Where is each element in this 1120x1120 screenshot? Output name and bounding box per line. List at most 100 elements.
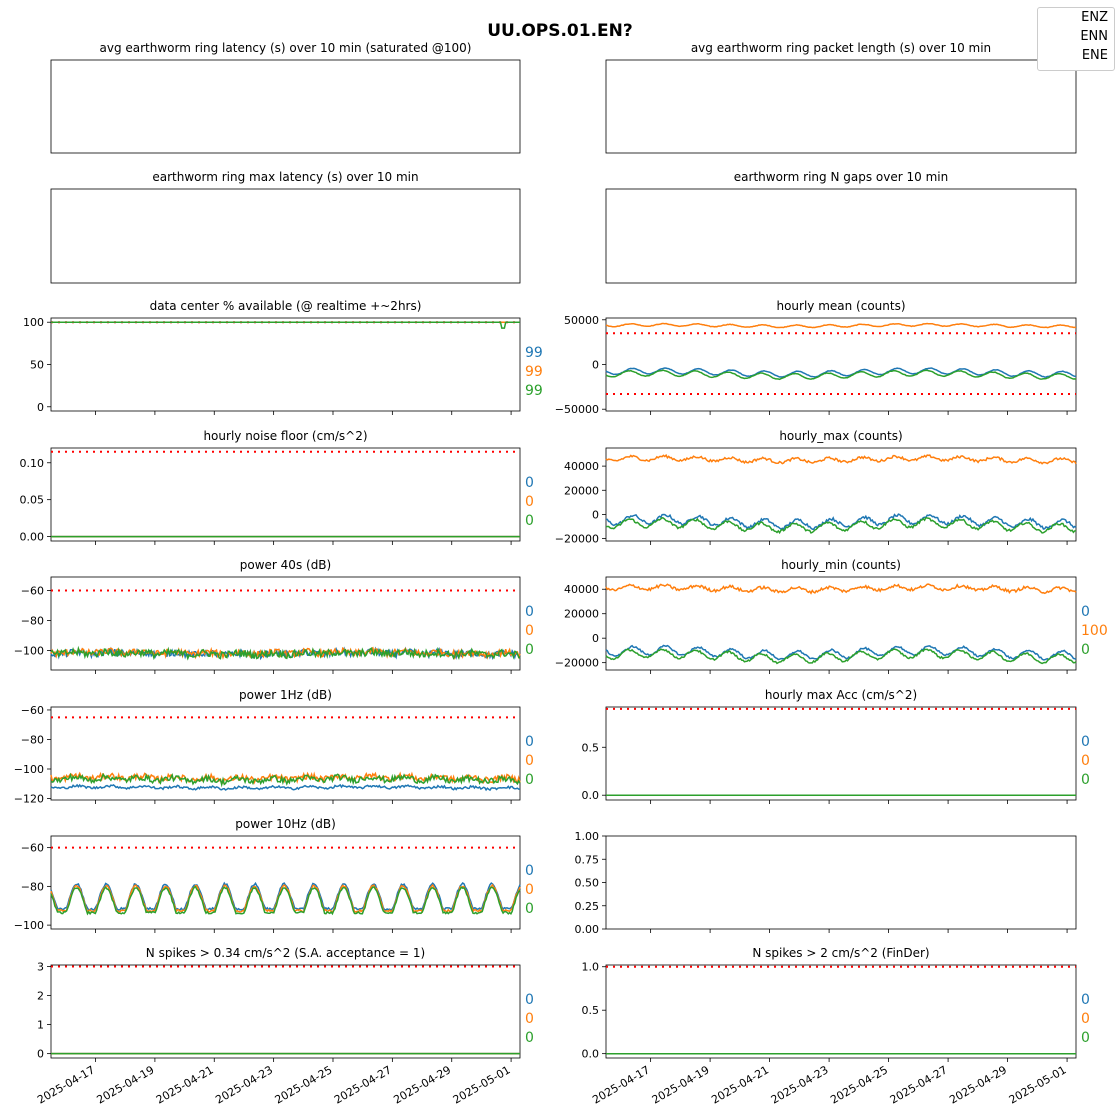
subplot-4: earthworm ring N gaps over 10 min	[605, 170, 1077, 284]
subplot-title: hourly_min (counts)	[781, 558, 901, 572]
y-tick-label: 1.00	[575, 830, 600, 843]
stat-label-enn: 0	[525, 882, 534, 898]
y-tick-label: −100	[14, 763, 44, 776]
y-tick-label: −60	[21, 585, 44, 598]
stat-label-enn: 100	[1081, 623, 1108, 639]
y-tick-label: 1	[37, 1019, 44, 1032]
stat-label-ene: 0	[525, 642, 534, 658]
y-tick-label: 0.5	[582, 1004, 600, 1017]
y-tick-label: −80	[21, 733, 44, 746]
figure-title: UU.OPS.01.EN?	[487, 21, 633, 41]
x-tick-label: 2025-04-17	[590, 1063, 652, 1106]
subplot-7: hourly noise floor (cm/s^2) 0.10 0.05 0.00 0…	[20, 429, 534, 545]
stat-label-enz: 0	[1081, 604, 1090, 620]
stat-label-enn: 0	[1081, 1011, 1090, 1027]
x-tick-label: 2025-04-29	[947, 1063, 1009, 1106]
stat-label-enn: 99	[525, 364, 543, 380]
subplot-title: avg earthworm ring packet length (s) ove…	[691, 41, 991, 55]
axes-frame	[605, 188, 1077, 284]
series-line-enz	[50, 783, 520, 792]
x-tick-label: 2025-05-01	[451, 1063, 513, 1106]
series-line-enn	[50, 646, 521, 661]
axes-frame	[605, 447, 1077, 542]
axes-frame	[50, 964, 521, 1059]
y-tick-label: −60	[21, 842, 44, 855]
stat-label-enn: 0	[1081, 753, 1090, 769]
x-tick-label: 2025-04-23	[769, 1063, 831, 1106]
axes-frame	[605, 576, 1077, 671]
x-tick-label: 2025-04-27	[332, 1063, 394, 1106]
axes-frame	[50, 317, 521, 412]
subplot-title: hourly_max (counts)	[779, 429, 902, 443]
stat-label-enn: 0	[525, 623, 534, 639]
stat-label-enz: 0	[525, 475, 534, 491]
subplot-9: power 40s (dB) −60 −80 −100 0 0 0	[14, 558, 534, 674]
series-line-enn	[605, 583, 1077, 595]
subplot-title: power 10Hz (dB)	[235, 817, 336, 831]
series-line-ene	[50, 772, 521, 788]
axes-frame	[605, 835, 1077, 930]
series-line-ene	[50, 645, 521, 661]
stat-label-ene: 0	[525, 1030, 534, 1046]
subplot-title: earthworm ring max latency (s) over 10 m…	[152, 170, 418, 184]
stat-label-ene: 0	[525, 513, 534, 529]
axes-frame	[50, 835, 521, 930]
y-tick-label: 20000	[564, 608, 599, 621]
subplot-14: 1.00 0.75 0.50 0.25 0.00	[575, 830, 1077, 936]
legend-entry-enz: ENZ	[1081, 10, 1108, 25]
series-line-enn	[605, 322, 1076, 329]
x-tick-label: 2025-04-21	[154, 1063, 216, 1106]
subplot-title: N spikes > 0.34 cm/s^2 (S.A. acceptance …	[146, 946, 425, 960]
stat-label-enz: 0	[1081, 734, 1090, 750]
subplot-6: hourly mean (counts) 50000 0 −50000	[555, 299, 1077, 416]
subplot-8: hourly_max (counts) 40000 20000 0 −20000	[555, 429, 1077, 546]
stat-label-enz: 0	[525, 992, 534, 1008]
subplot-title: hourly max Acc (cm/s^2)	[765, 688, 917, 702]
x-tick-label: 2025-04-29	[391, 1063, 453, 1106]
y-tick-label: 20000	[564, 484, 599, 497]
x-tick-label: 2025-04-21	[709, 1063, 771, 1106]
subplot-1: avg earthworm ring latency (s) over 10 m…	[50, 41, 521, 154]
series-line-ene	[605, 516, 1077, 535]
y-tick-label: 0.00	[20, 531, 45, 544]
subplot-5: data center % available (@ realtime +~2h…	[23, 299, 543, 415]
axes-frame	[605, 706, 1077, 801]
stat-label-enz: 0	[525, 604, 534, 620]
axes-frame	[50, 706, 521, 801]
series-line-enz	[605, 367, 1077, 378]
y-tick-label: 0.0	[582, 789, 600, 802]
y-tick-label: 0.00	[575, 923, 600, 936]
y-tick-label: 0.0	[582, 1048, 600, 1061]
stat-label-ene: 0	[525, 901, 534, 917]
subplot-title: power 1Hz (dB)	[239, 688, 332, 702]
x-tick-label: 2025-04-27	[888, 1063, 950, 1106]
y-tick-label: 0.5	[582, 741, 600, 754]
y-tick-label: 50000	[564, 314, 599, 327]
y-tick-label: −120	[14, 793, 44, 806]
stat-label-enz: 0	[525, 863, 534, 879]
subplot-12: hourly max Acc (cm/s^2) 0.5 0.0 0 0 0	[582, 688, 1090, 804]
y-tick-label: 40000	[564, 583, 599, 596]
stat-label-enz: 0	[1081, 992, 1090, 1008]
y-tick-label: 0.10	[20, 457, 45, 470]
y-tick-label: 0	[592, 508, 599, 521]
subplot-title: N spikes > 2 cm/s^2 (FinDer)	[752, 946, 929, 960]
stat-label-enz: 99	[525, 345, 543, 361]
series-line-ene	[605, 648, 1077, 665]
series-line-ene	[51, 321, 520, 329]
stat-label-ene: 0	[525, 772, 534, 788]
stat-label-ene: 99	[525, 383, 543, 399]
stat-label-ene: 0	[1081, 772, 1090, 788]
y-tick-label: 2	[37, 990, 44, 1003]
stat-label-ene: 0	[1081, 1030, 1090, 1046]
stat-label-ene: 0	[1081, 642, 1090, 658]
y-tick-label: 0	[37, 401, 44, 414]
series-line-enn	[605, 453, 1077, 465]
axes-frame	[605, 59, 1077, 154]
axes-frame	[605, 317, 1077, 412]
y-tick-label: 0.75	[575, 853, 600, 866]
y-tick-label: 0	[592, 359, 599, 372]
subplot-2: avg earthworm ring packet length (s) ove…	[605, 41, 1077, 154]
y-tick-label: −100	[14, 919, 44, 932]
